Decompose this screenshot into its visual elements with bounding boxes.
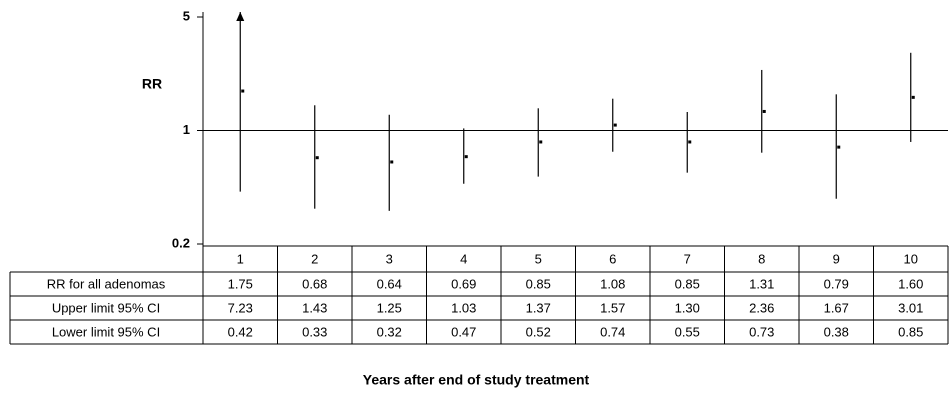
- table-cell: 1.25: [377, 300, 402, 315]
- table-cell: 0.73: [749, 324, 774, 339]
- x-tick-label: 9: [833, 251, 840, 266]
- table-cell: 0.74: [600, 324, 625, 339]
- x-tick-label: 10: [904, 251, 918, 266]
- table-cell: 0.32: [377, 324, 402, 339]
- table-cell: 1.60: [898, 276, 923, 291]
- table-cell: 1.75: [228, 276, 253, 291]
- point-estimate: [688, 140, 692, 144]
- table-cell: 0.38: [824, 324, 849, 339]
- table-cell: 0.85: [675, 276, 700, 291]
- x-tick-label: 1: [237, 251, 244, 266]
- y-tick-label: 5: [183, 8, 190, 23]
- x-tick-label: 3: [386, 251, 393, 266]
- point-estimate: [539, 140, 543, 144]
- table-cell: 0.52: [526, 324, 551, 339]
- table-cell: 1.67: [824, 300, 849, 315]
- overflow-arrow: [236, 12, 245, 21]
- table-cell: 1.03: [451, 300, 476, 315]
- x-tick-label: 7: [684, 251, 691, 266]
- x-axis-label: Years after end of study treatment: [363, 372, 590, 388]
- table-cell: 0.85: [898, 324, 923, 339]
- table-cell: 0.85: [526, 276, 551, 291]
- table-cell: 1.37: [526, 300, 551, 315]
- table-cell: 1.43: [302, 300, 327, 315]
- table-cell: 1.30: [675, 300, 700, 315]
- table-cell: 1.57: [600, 300, 625, 315]
- y-tick-label: 1: [183, 122, 190, 137]
- point-estimate: [464, 155, 468, 159]
- table-cell: 0.68: [302, 276, 327, 291]
- x-tick-label: 5: [535, 251, 542, 266]
- point-estimate: [911, 95, 915, 99]
- point-estimate: [613, 123, 617, 127]
- x-tick-label: 4: [460, 251, 467, 266]
- x-tick-label: 6: [609, 251, 616, 266]
- table-cell: 0.42: [228, 324, 253, 339]
- table-cell: 0.79: [824, 276, 849, 291]
- table-cell: 3.01: [898, 300, 923, 315]
- table-cell: 1.31: [749, 276, 774, 291]
- point-estimate: [390, 160, 394, 164]
- point-estimate: [241, 89, 245, 93]
- row-label: RR for all adenomas: [47, 276, 166, 291]
- table-cell: 0.47: [451, 324, 476, 339]
- table-cell: 0.69: [451, 276, 476, 291]
- table-cell: 1.08: [600, 276, 625, 291]
- table-cell: 0.55: [675, 324, 700, 339]
- y-tick-label: 0.2: [172, 235, 190, 250]
- point-estimate: [315, 156, 319, 160]
- point-estimate: [762, 109, 766, 113]
- table-cell: 0.33: [302, 324, 327, 339]
- row-label: Upper limit 95% CI: [52, 300, 160, 315]
- x-tick-label: 8: [758, 251, 765, 266]
- y-axis-label: RR: [142, 76, 162, 92]
- point-estimate: [837, 145, 841, 149]
- table-cell: 7.23: [228, 300, 253, 315]
- table-cell: 0.64: [377, 276, 402, 291]
- row-label: Lower limit 95% CI: [52, 324, 160, 339]
- x-tick-label: 2: [311, 251, 318, 266]
- table-cell: 2.36: [749, 300, 774, 315]
